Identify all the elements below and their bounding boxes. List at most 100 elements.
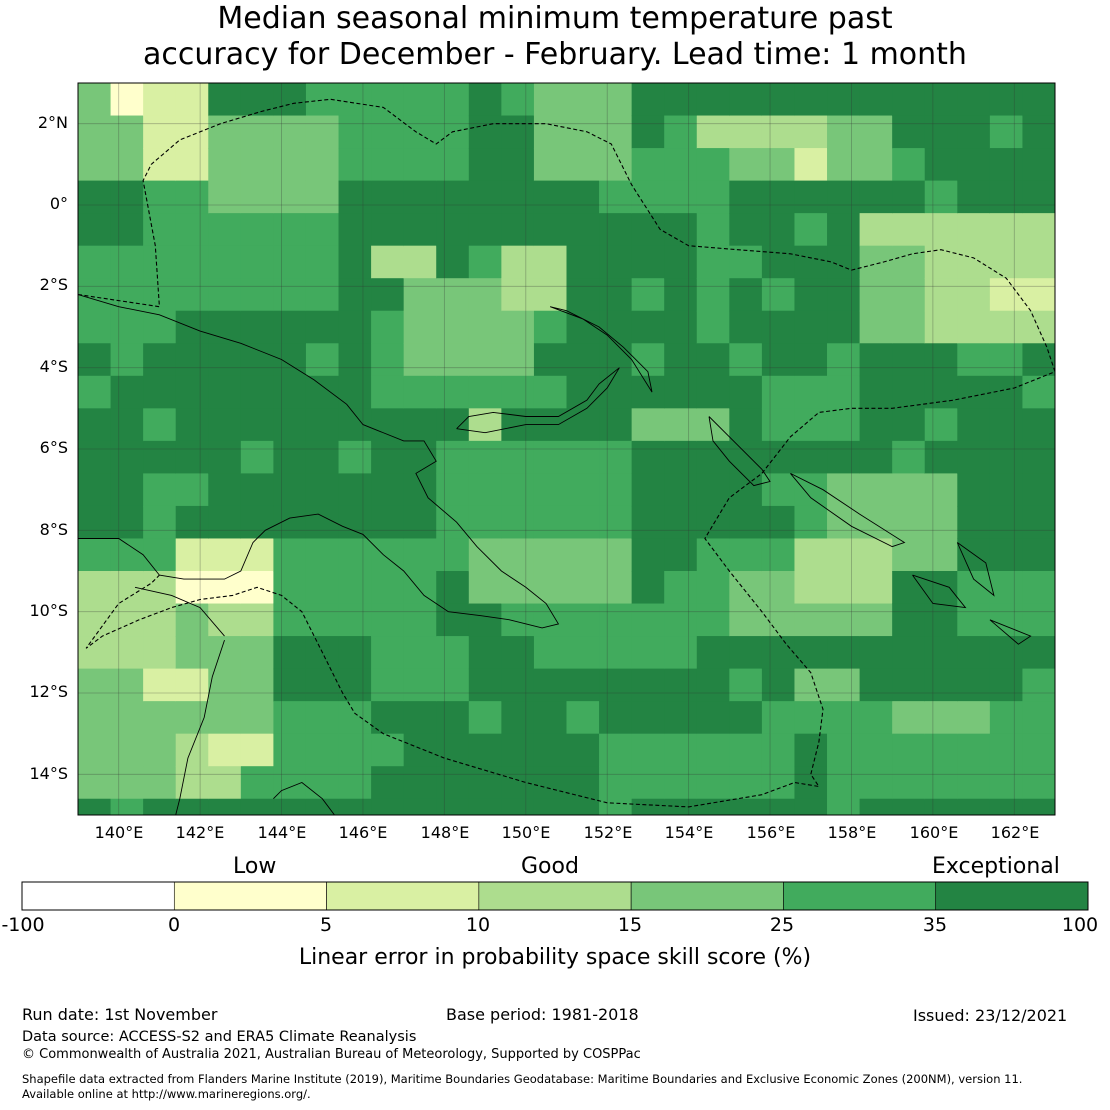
skill-cell: [501, 440, 535, 474]
skill-cell: [305, 473, 340, 507]
colorbar-tick-label: 15: [617, 914, 643, 936]
skill-cell: [533, 603, 568, 637]
skill-cell: [924, 701, 958, 735]
skill-cell: [794, 798, 828, 815]
skill-cell: [501, 180, 535, 214]
skill-cell: [143, 733, 177, 767]
skill-cell: [175, 115, 209, 149]
skill-cell: [371, 766, 405, 800]
skill-cell: [827, 115, 861, 149]
skill-cell: [892, 278, 926, 312]
skill-cell: [208, 213, 242, 247]
skill-cell: [371, 440, 405, 474]
skill-cell: [729, 701, 763, 735]
skill-cell: [696, 115, 730, 149]
coastline: [912, 574, 967, 609]
skill-cell: [761, 83, 796, 117]
skill-cell: [696, 571, 730, 605]
skill-cell: [664, 148, 698, 182]
skill-cell: [924, 668, 958, 702]
skill-cell: [501, 245, 535, 279]
skill-cell: [989, 278, 1024, 312]
skill-cell: [957, 603, 991, 637]
skill-cell: [859, 343, 893, 377]
skill-cell: [78, 668, 112, 702]
skill-cell: [175, 668, 209, 702]
map-frame: [77, 82, 1056, 816]
skill-cell: [371, 115, 405, 149]
skill-cell: [827, 343, 861, 377]
skill-cell: [631, 505, 665, 540]
lon-label: 152°E: [583, 823, 633, 842]
skill-cell: [924, 343, 958, 377]
skill-cell: [827, 538, 861, 572]
skill-cell: [794, 473, 828, 507]
skill-cell: [208, 408, 242, 442]
skill-cell: [240, 278, 274, 312]
skill-cell: [110, 538, 144, 572]
skill-cell: [566, 245, 600, 279]
skill-cell: [957, 733, 991, 767]
skill-cell: [827, 571, 861, 605]
skill-cell: [631, 603, 665, 637]
skill-cell: [794, 213, 828, 247]
skill-cell: [664, 701, 698, 735]
skill-cell: [143, 343, 177, 377]
skill-cell: [859, 180, 893, 214]
skill-cell: [240, 798, 274, 815]
skill-cell: [208, 668, 242, 702]
skill-cell: [599, 83, 633, 117]
skill-cell: [175, 310, 209, 344]
skill-cell: [78, 603, 112, 637]
skill-cell: [957, 538, 991, 572]
lat-label: 12°S: [29, 682, 68, 701]
skill-cell: [208, 278, 242, 312]
skill-cell: [501, 798, 535, 815]
skill-cell: [957, 83, 991, 117]
skill-cell: [208, 180, 242, 214]
skill-cell: [827, 148, 861, 182]
skill-cell: [989, 668, 1024, 702]
skill-cell: [859, 83, 893, 117]
skill-cell: [143, 83, 177, 117]
skill-cell: [436, 473, 470, 507]
skill-cell: [240, 343, 274, 377]
skill-cell: [110, 473, 144, 507]
skill-cell: [989, 83, 1024, 117]
skill-cell: [599, 375, 633, 409]
skill-cell: [892, 408, 926, 442]
skill-cell: [794, 310, 828, 344]
skill-cell: [566, 83, 600, 117]
skill-cell: [436, 180, 470, 214]
skill-cell: [208, 83, 242, 117]
skill-cell: [338, 375, 372, 409]
skill-cell: [305, 440, 340, 474]
skill-cell: [338, 668, 372, 702]
skill-cell: [240, 701, 274, 735]
skill-cell: [664, 798, 698, 815]
skill-cell: [273, 115, 307, 149]
skill-cell: [664, 83, 698, 117]
skill-cell: [566, 668, 600, 702]
category-label-exceptional: Exceptional: [932, 854, 1060, 879]
skill-cell: [631, 538, 665, 572]
skill-cell: [208, 603, 242, 637]
skill-cell: [1022, 733, 1055, 767]
skill-cell: [892, 180, 926, 214]
skill-cell: [957, 766, 991, 800]
skill-cell: [533, 798, 568, 815]
skill-cell: [1022, 115, 1055, 149]
skill-cell: [78, 440, 112, 474]
skill-cell: [794, 83, 828, 117]
skill-cell: [305, 668, 340, 702]
skill-cell: [436, 148, 470, 182]
skill-cell: [468, 733, 502, 767]
skill-cell: [240, 213, 274, 247]
skill-cell: [957, 310, 991, 344]
skill-cell: [566, 213, 600, 247]
skill-cell: [957, 440, 991, 474]
skill-cell: [599, 278, 633, 312]
skill-cell: [566, 766, 600, 800]
skill-cell: [143, 213, 177, 247]
skill-cell: [501, 213, 535, 247]
